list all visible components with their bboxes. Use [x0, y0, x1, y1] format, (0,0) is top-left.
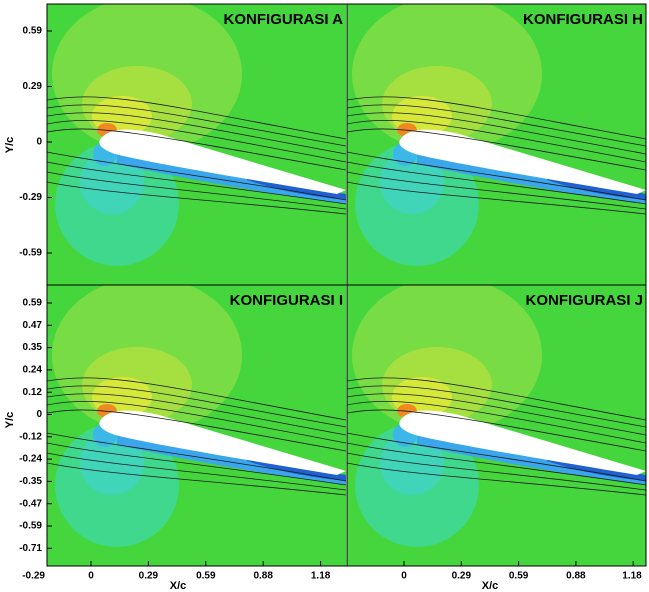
panel-title: KONFIGURASI J	[525, 292, 643, 309]
y-tick-label: -0.35	[19, 476, 42, 487]
flow-field	[347, 277, 646, 566]
x-tick-label: 0.88	[253, 571, 273, 582]
x-axis-label: X/c	[482, 580, 499, 592]
x-tick-label: 0.29	[452, 571, 472, 582]
y-tick-label: -0.12	[19, 431, 42, 442]
y-tick-label: -0.29	[19, 192, 42, 203]
y-tick-label: 0.12	[23, 387, 43, 398]
y-tick-label: -0.24	[19, 454, 42, 465]
flow-field	[47, 277, 346, 566]
y-tick-label: -0.71	[19, 543, 42, 554]
y-tick-label: 0.47	[23, 320, 43, 331]
y-axis-label: Y/c	[4, 137, 16, 154]
y-tick-label: 0	[36, 137, 42, 148]
y-tick-label: 0.59	[23, 298, 43, 309]
x-tick-label: -0.29	[22, 571, 45, 582]
y-tick-label: 0.59	[23, 26, 43, 37]
x-tick-label: 0.59	[196, 571, 216, 582]
panel-title: KONFIGURASI I	[230, 292, 343, 309]
y-tick-label: 0.29	[23, 81, 43, 92]
x-tick-label: 0	[88, 571, 94, 582]
x-tick-label: 1.18	[622, 571, 642, 582]
y-tick-label: -0.59	[19, 521, 42, 532]
panel-title: KONFIGURASI H	[523, 11, 643, 28]
y-tick-label: -0.59	[19, 248, 42, 259]
x-axis-label: X/c	[170, 580, 187, 592]
y-tick-label: 0.24	[23, 365, 43, 376]
y-tick-label: 0.35	[23, 342, 43, 353]
y-axis-label: Y/c	[4, 412, 16, 429]
flow-field	[347, 0, 646, 285]
x-tick-label: 1.18	[311, 571, 331, 582]
flow-field	[47, 0, 346, 285]
x-tick-label: 0.59	[509, 571, 529, 582]
x-tick-label: 0.29	[139, 571, 159, 582]
x-tick-label: 0.88	[566, 571, 586, 582]
x-tick-label: 0	[401, 571, 407, 582]
y-tick-label: 0	[36, 409, 42, 420]
y-tick-label: -0.47	[19, 498, 42, 509]
panel-title: KONFIGURASI A	[224, 11, 344, 28]
